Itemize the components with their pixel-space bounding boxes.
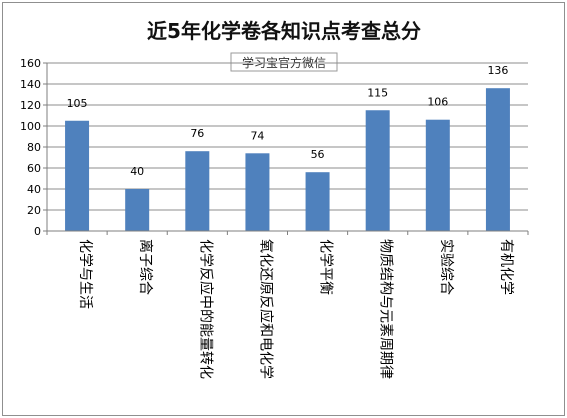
data-label-6: 106 xyxy=(427,96,448,109)
data-labels: 105 40 76 74 56 115 106 136 xyxy=(67,64,509,178)
category-label-6: 实验综合 xyxy=(438,239,454,295)
axes xyxy=(43,62,529,235)
data-label-5: 115 xyxy=(367,86,388,99)
data-label-0: 105 xyxy=(67,97,88,110)
category-label-2: 化学反应中的能量转化 xyxy=(197,239,214,379)
data-label-3: 74 xyxy=(250,129,264,142)
y-tick-label-120: 120 xyxy=(20,99,41,112)
y-axis-tick-labels: 0 20 40 60 80 100 120 140 160 xyxy=(20,57,41,238)
category-label-1: 离子综合 xyxy=(137,239,154,295)
category-label-0: 化学与生活 xyxy=(77,239,93,309)
y-tick-label-60: 60 xyxy=(27,162,41,175)
bar-3 xyxy=(245,153,270,231)
category-label-3: 氧化还原反应和电化学 xyxy=(257,239,274,379)
data-label-1: 40 xyxy=(130,165,144,178)
category-labels: 化学与生活 离子综合 化学反应中的能量转化 氧化还原反应和电化学 化学平衡 物质结构与元素… xyxy=(77,239,514,379)
data-label-7: 136 xyxy=(487,64,508,77)
bars xyxy=(65,88,510,231)
y-tick-label-0: 0 xyxy=(34,225,41,238)
bar-1 xyxy=(125,189,150,231)
data-label-2: 76 xyxy=(190,127,204,140)
y-tick-label-20: 20 xyxy=(27,204,41,217)
data-label-4: 56 xyxy=(311,148,325,161)
bar-4 xyxy=(305,172,330,231)
y-tick-label-40: 40 xyxy=(27,183,41,196)
y-tick-label-80: 80 xyxy=(27,141,41,154)
bar-7 xyxy=(485,88,510,231)
bar-5 xyxy=(365,110,390,231)
category-label-4: 化学平衡 xyxy=(318,239,334,295)
chart-title: 近5年化学卷各知识点考查总分 xyxy=(147,19,421,43)
subtitle-badge: 学习宝官方微信 xyxy=(230,52,338,72)
bar-0 xyxy=(65,120,90,231)
y-tick-label-100: 100 xyxy=(20,120,41,133)
category-label-7: 有机化学 xyxy=(498,239,514,295)
y-tick-label-160: 160 xyxy=(20,57,41,70)
category-label-5: 物质结构与元素周期律 xyxy=(378,239,394,379)
bar-6 xyxy=(425,119,450,231)
y-tick-label-140: 140 xyxy=(20,78,41,91)
gridlines xyxy=(47,62,528,211)
bar-2 xyxy=(185,151,210,231)
chart-svg: 近5年化学卷各知识点考查总分 学习宝官方微信 0 20 40 60 80 100 120 14… xyxy=(20,19,529,379)
